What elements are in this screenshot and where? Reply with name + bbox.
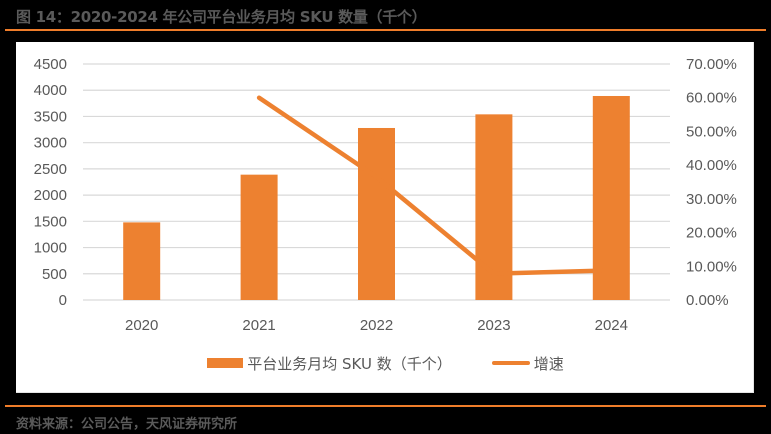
bar-2023 — [475, 114, 513, 300]
figure-title: 图 14：2020-2024 年公司平台业务月均 SKU 数量（千个） — [16, 8, 427, 26]
left-tick-label: 4000 — [34, 82, 67, 99]
bar-series — [123, 95, 630, 300]
x-axis-ticks: 2020 2021 2022 2023 2024 — [125, 317, 628, 334]
left-tick-label: 0 — [59, 292, 67, 309]
left-tick-label: 1000 — [34, 240, 67, 257]
left-tick-label: 1500 — [34, 213, 67, 230]
legend-item-growth: 增速 — [491, 353, 564, 374]
growth-line — [256, 95, 614, 276]
legend-label-sku: 平台业务月均 SKU 数（千个） — [247, 354, 452, 373]
top-divider — [5, 29, 766, 31]
left-tick-label: 4500 — [34, 56, 67, 73]
x-tick-label: 2021 — [242, 317, 275, 334]
bar-2020 — [123, 222, 161, 300]
legend-label-growth: 增速 — [533, 354, 564, 373]
x-tick-label: 2023 — [477, 317, 510, 334]
right-axis-ticks: 0.00% 10.00% 20.00% 30.00% 40.00% 50.00% 60.00… — [686, 56, 737, 309]
line-swatch-icon — [491, 361, 530, 365]
left-tick-label: 2500 — [34, 161, 67, 178]
left-tick-label: 3000 — [34, 135, 67, 152]
legend-item-sku: 平台业务月均 SKU 数（千个） — [207, 353, 452, 374]
chart-legend: 平台业务月均 SKU 数（千个） 增速 — [0, 351, 771, 375]
x-tick-label: 2020 — [125, 317, 158, 334]
left-axis-ticks: 0 500 1000 1500 2000 2500 3000 3500 4000 4500 — [34, 56, 67, 309]
right-tick-label: 30.00% — [686, 191, 737, 208]
right-tick-label: 60.00% — [686, 90, 737, 107]
left-tick-label: 500 — [42, 266, 67, 283]
bar-2021 — [240, 174, 278, 300]
right-tick-label: 70.00% — [686, 56, 737, 73]
bottom-divider — [5, 405, 766, 407]
x-tick-label: 2024 — [595, 317, 628, 334]
left-tick-label: 3500 — [34, 108, 67, 125]
right-tick-label: 0.00% — [686, 292, 729, 309]
right-tick-label: 40.00% — [686, 157, 737, 174]
bar-2024 — [592, 95, 630, 300]
source-note: 资料来源：公司公告，天风证券研究所 — [16, 417, 238, 432]
bar-2022 — [358, 127, 395, 300]
bar-swatch-icon — [207, 358, 244, 368]
right-tick-label: 20.00% — [686, 225, 737, 242]
x-tick-label: 2022 — [360, 317, 393, 334]
left-tick-label: 2000 — [34, 187, 67, 204]
right-tick-label: 50.00% — [686, 123, 737, 140]
line-series — [256, 95, 614, 276]
right-tick-label: 10.00% — [686, 258, 737, 275]
